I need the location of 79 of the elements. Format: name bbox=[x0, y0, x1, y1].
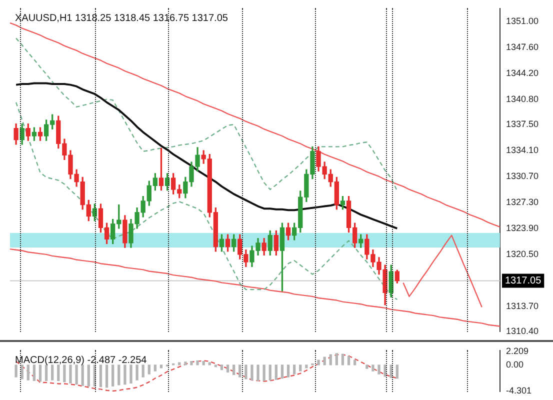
bar bbox=[63, 364, 66, 382]
bar bbox=[75, 364, 78, 385]
bar bbox=[51, 364, 54, 380]
y-tick-label: 1347.60 bbox=[506, 42, 539, 52]
text: XAUUSD,H1 1318.25 1318.45 1316.75 1317.05 bbox=[15, 13, 228, 24]
bar bbox=[384, 364, 386, 377]
y-tick-label: 1323.90 bbox=[506, 222, 539, 233]
bar bbox=[238, 364, 242, 378]
bar bbox=[99, 364, 102, 388]
bar bbox=[366, 364, 368, 369]
bar bbox=[244, 364, 248, 380]
bar bbox=[226, 364, 230, 373]
bar bbox=[378, 364, 380, 374]
bar bbox=[154, 364, 157, 372]
y-tick-label: -4.301 bbox=[506, 385, 532, 396]
bar bbox=[118, 364, 120, 386]
bar bbox=[148, 364, 150, 374]
bar bbox=[347, 356, 350, 366]
bar bbox=[274, 364, 278, 380]
bar bbox=[136, 364, 138, 380]
bar bbox=[214, 364, 218, 368]
bar bbox=[256, 364, 260, 382]
bar bbox=[57, 364, 60, 382]
bar bbox=[341, 354, 344, 366]
bar bbox=[160, 364, 163, 368]
y-tick-label: 1351.00 bbox=[506, 16, 539, 26]
bar bbox=[184, 362, 187, 366]
y-tick-label: 1340.80 bbox=[506, 94, 539, 104]
bar bbox=[220, 364, 224, 370]
bar bbox=[292, 364, 296, 374]
y-tick-label: 1334.10 bbox=[506, 145, 539, 155]
ref-line-label: 1317.05 bbox=[505, 276, 542, 287]
bar bbox=[317, 360, 320, 366]
bar bbox=[196, 360, 199, 366]
bar bbox=[69, 364, 72, 384]
bar bbox=[250, 364, 254, 380]
y-tick-label: 1310.40 bbox=[506, 326, 539, 336]
bar bbox=[372, 364, 374, 372]
bar bbox=[81, 364, 84, 386]
line-series bbox=[15, 102, 398, 300]
bar bbox=[286, 364, 290, 378]
text: MACD(12,26,9) -2.487 -2.254 bbox=[15, 355, 148, 366]
bar bbox=[178, 362, 181, 366]
bar bbox=[299, 364, 302, 372]
bar bbox=[396, 364, 398, 379]
bar bbox=[105, 364, 108, 388]
line-series bbox=[15, 354, 398, 392]
bar bbox=[232, 364, 236, 375]
bar bbox=[87, 364, 90, 386]
bar bbox=[329, 354, 332, 366]
bar bbox=[280, 364, 284, 379]
y-tick-label: 1320.50 bbox=[506, 248, 539, 259]
y-tick-label: 1344.20 bbox=[506, 68, 539, 78]
bar bbox=[20, 364, 24, 380]
bar bbox=[32, 364, 36, 382]
bar bbox=[202, 360, 205, 366]
bar bbox=[268, 364, 272, 380]
line-series bbox=[15, 38, 398, 192]
bar bbox=[26, 364, 30, 380]
bar bbox=[305, 364, 308, 368]
bar bbox=[353, 360, 356, 366]
bar bbox=[190, 360, 193, 366]
y-tick-label: 1313.70 bbox=[506, 300, 539, 311]
bar bbox=[262, 364, 266, 382]
y-tick-label: 1337.50 bbox=[506, 119, 539, 130]
bar bbox=[142, 364, 144, 378]
bar bbox=[14, 364, 18, 378]
bar bbox=[335, 353, 338, 366]
y-tick-label: 1327.30 bbox=[506, 196, 539, 207]
bar bbox=[124, 364, 126, 385]
bar bbox=[38, 364, 42, 382]
bar bbox=[44, 364, 48, 382]
bar bbox=[323, 356, 326, 366]
y-tick-label: 1330.70 bbox=[506, 170, 539, 181]
bar bbox=[112, 364, 114, 386]
bar bbox=[208, 362, 211, 366]
y-tick-label: 0.00 bbox=[506, 359, 524, 370]
y-tick-label: 2.209 bbox=[506, 346, 529, 356]
bar bbox=[130, 364, 132, 384]
